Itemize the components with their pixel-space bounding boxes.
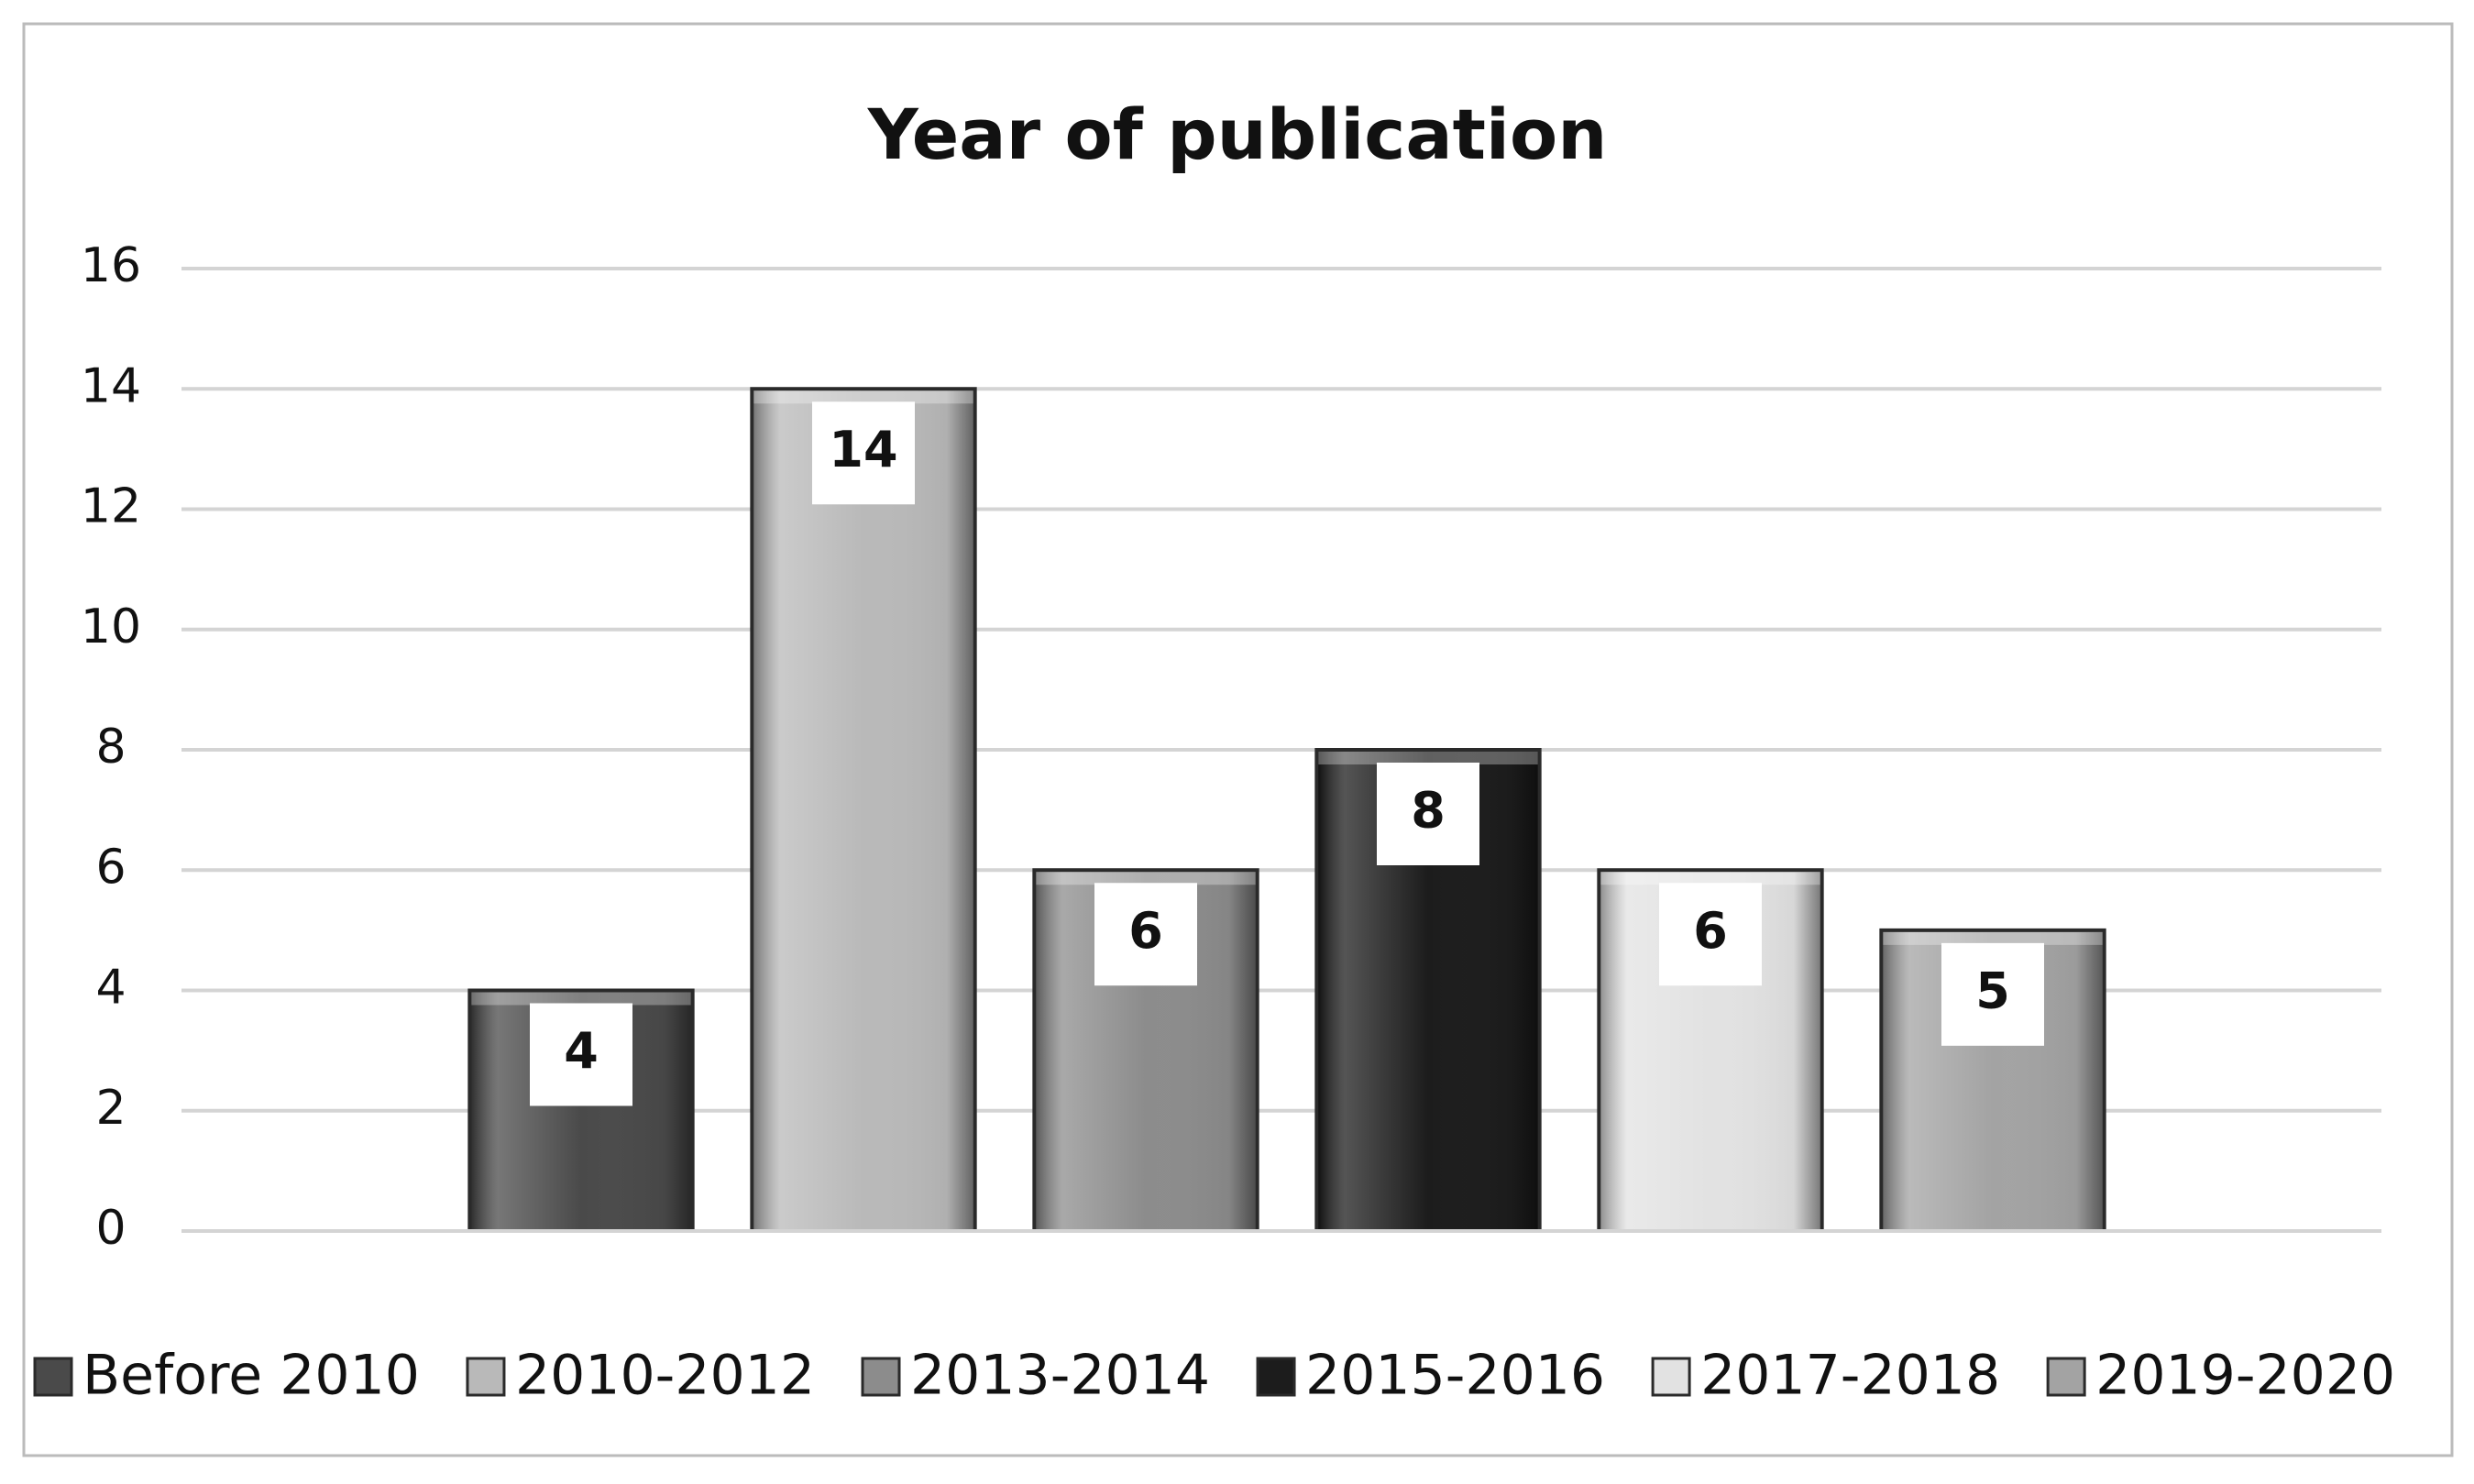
data-label: 6 — [1693, 902, 1728, 960]
data-label-box — [812, 401, 915, 505]
bar-top-bevel — [1883, 931, 2103, 945]
y-tick-label: 8 — [95, 720, 126, 775]
y-tick-label: 0 — [95, 1201, 126, 1256]
legend-swatch — [861, 1357, 901, 1397]
bar-top-bevel — [753, 390, 973, 404]
legend-swatch — [466, 1357, 506, 1397]
y-tick-label: 2 — [95, 1081, 126, 1136]
bar-top-bevel — [1318, 752, 1538, 764]
y-tick-label: 6 — [95, 840, 126, 895]
bar-top-bevel — [471, 992, 691, 1006]
data-label: 4 — [564, 1022, 599, 1080]
data-label: 14 — [829, 421, 897, 478]
y-tick-label: 14 — [81, 358, 141, 413]
legend-label: 2017-2018 — [1700, 1344, 2000, 1408]
chart-title: Year of publication — [867, 93, 1608, 175]
data-label-box — [530, 1003, 632, 1106]
bar — [750, 387, 977, 1233]
bar-top-bevel — [1036, 872, 1256, 885]
data-label: 8 — [1411, 782, 1446, 840]
data-label-box — [1941, 942, 2044, 1046]
chart-frame — [22, 22, 2454, 1457]
bar-top-bevel — [1600, 872, 1820, 885]
y-tick-label: 4 — [95, 961, 126, 1016]
y-tick-label: 12 — [81, 479, 141, 534]
y-tick-label: 16 — [81, 238, 141, 293]
data-label-box — [1377, 763, 1479, 865]
y-tick-label: 10 — [81, 599, 141, 654]
legend-label: 2013-2014 — [910, 1344, 1210, 1408]
data-label: 6 — [1128, 902, 1163, 960]
legend-label: 2019-2020 — [2095, 1344, 2395, 1408]
legend-label: Before 2010 — [82, 1344, 420, 1408]
legend-swatch — [2046, 1357, 2086, 1397]
legend-label: 2015-2016 — [1305, 1344, 1605, 1408]
legend-label: 2010-2012 — [515, 1344, 815, 1408]
legend-swatch — [1651, 1357, 1691, 1397]
legend-swatch — [33, 1357, 73, 1397]
data-label: 5 — [1975, 962, 2010, 1020]
data-label-box — [1094, 883, 1197, 986]
legend-swatch — [1256, 1357, 1296, 1397]
data-label-box — [1659, 883, 1762, 986]
